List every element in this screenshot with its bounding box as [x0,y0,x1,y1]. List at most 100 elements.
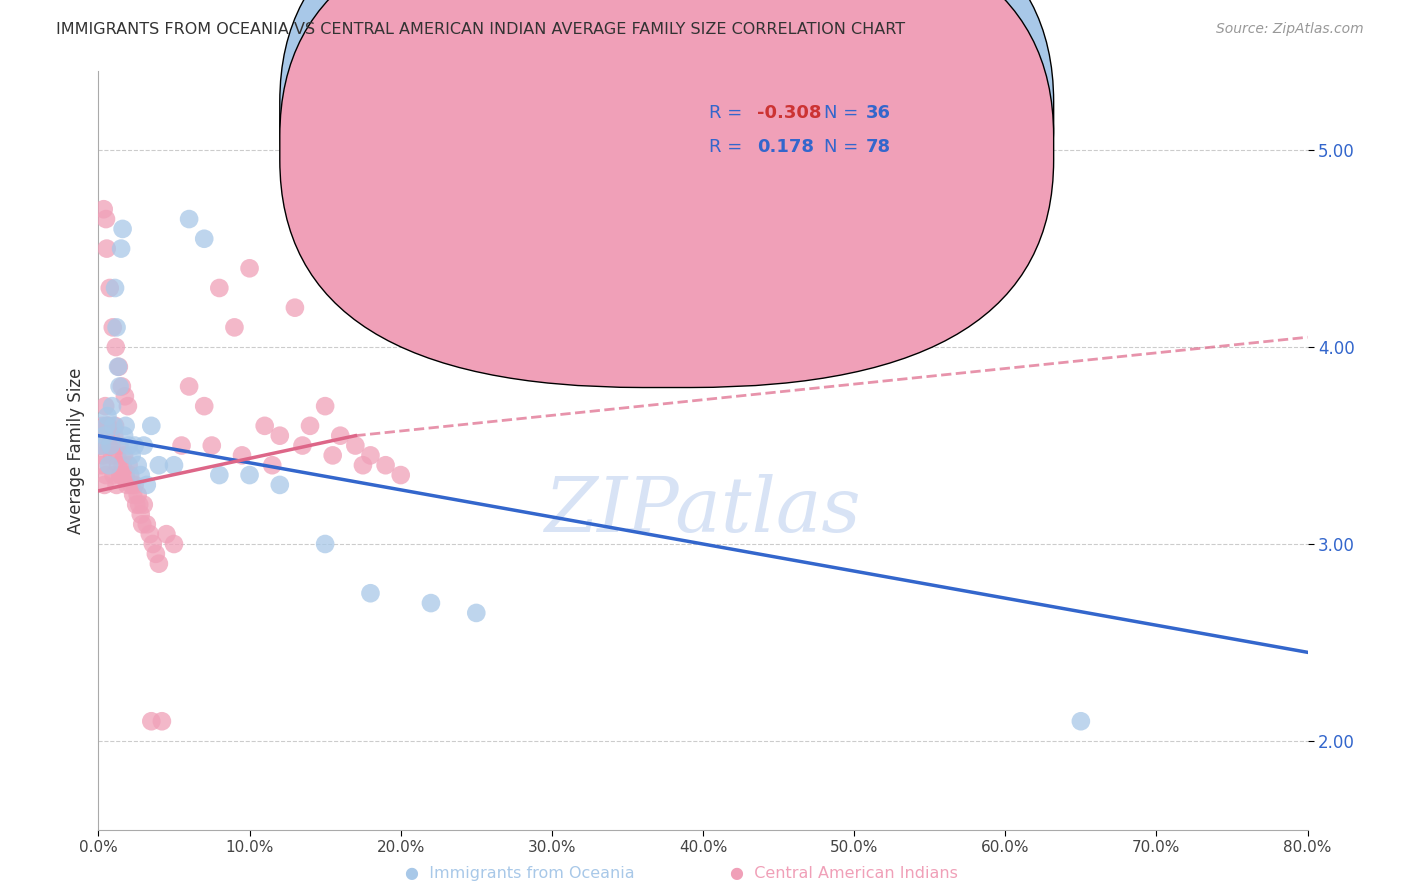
Point [420,596,443,610]
Point [110,468,132,483]
Text: R =: R = [709,138,748,156]
Point [105,449,128,463]
Text: IMMIGRANTS FROM OCEANIA VS CENTRAL AMERICAN INDIAN AVERAGE FAMILY SIZE CORRELATI: IMMIGRANTS FROM OCEANIA VS CENTRAL AMERI… [56,22,905,37]
Point [122,488,145,502]
Point [145,547,167,561]
Point [108,438,131,452]
Point [465,606,488,620]
Point [142,537,165,551]
Point [344,438,367,452]
Point [224,320,246,334]
Point [107,359,129,374]
Point [94,468,117,483]
Point [100,428,122,442]
Point [231,449,253,463]
Point [148,557,170,571]
Point [239,468,262,483]
Point [104,340,127,354]
Point [135,478,157,492]
Point [107,458,129,473]
Point [129,508,152,522]
Point [94,418,117,433]
Point [118,438,141,452]
Point [103,428,125,442]
Point [329,428,352,442]
Point [117,399,139,413]
Point [89,438,111,452]
Point [103,418,125,433]
Text: 0.178: 0.178 [758,138,814,156]
Point [291,438,314,452]
Point [360,586,382,600]
Point [93,478,115,492]
Point [179,212,201,227]
Point [90,458,112,473]
Point [269,428,291,442]
Point [127,458,149,473]
FancyBboxPatch shape [280,0,1053,353]
Point [120,468,142,483]
Point [111,458,134,473]
Point [141,714,163,729]
Point [114,468,136,483]
Point [112,449,135,463]
Point [148,458,170,473]
Point [141,418,163,433]
Point [135,517,157,532]
Point [97,418,120,433]
Point [128,498,150,512]
Point [111,222,134,236]
Point [132,438,155,452]
Point [352,458,374,473]
Point [163,537,186,551]
Point [111,379,134,393]
Point [150,714,173,729]
Point [91,449,114,463]
FancyBboxPatch shape [619,79,932,186]
Point [105,320,128,334]
Point [322,449,344,463]
Point [98,438,121,452]
Point [125,498,148,512]
Point [104,418,127,433]
Point [98,281,121,295]
Point [96,418,118,433]
Text: 78: 78 [866,138,891,156]
Point [1070,714,1092,729]
Point [170,438,193,452]
Point [269,478,291,492]
Point [108,379,131,393]
Text: N =: N = [824,138,863,156]
Text: ZIPatlas: ZIPatlas [544,475,862,548]
Point [96,242,118,256]
Point [118,458,141,473]
Text: -0.308: -0.308 [758,104,823,122]
Point [115,478,138,492]
Point [121,478,143,492]
Point [94,399,117,413]
Point [208,281,231,295]
Point [96,409,118,423]
Point [101,320,124,334]
Point [124,438,146,452]
Text: N =: N = [824,104,863,122]
Point [105,478,128,492]
Point [179,379,201,393]
Point [208,468,231,483]
Text: 36: 36 [866,104,891,122]
Point [284,301,307,315]
Point [101,399,124,413]
Point [121,449,143,463]
Point [98,458,121,473]
Text: ●  Immigrants from Oceania: ● Immigrants from Oceania [405,866,636,881]
Point [100,438,122,452]
Text: R =: R = [709,104,748,122]
Point [155,527,177,541]
Point [299,418,322,433]
Point [239,261,262,276]
Point [201,438,224,452]
Point [93,202,115,217]
Point [108,359,131,374]
Point [360,449,382,463]
Point [90,438,112,452]
